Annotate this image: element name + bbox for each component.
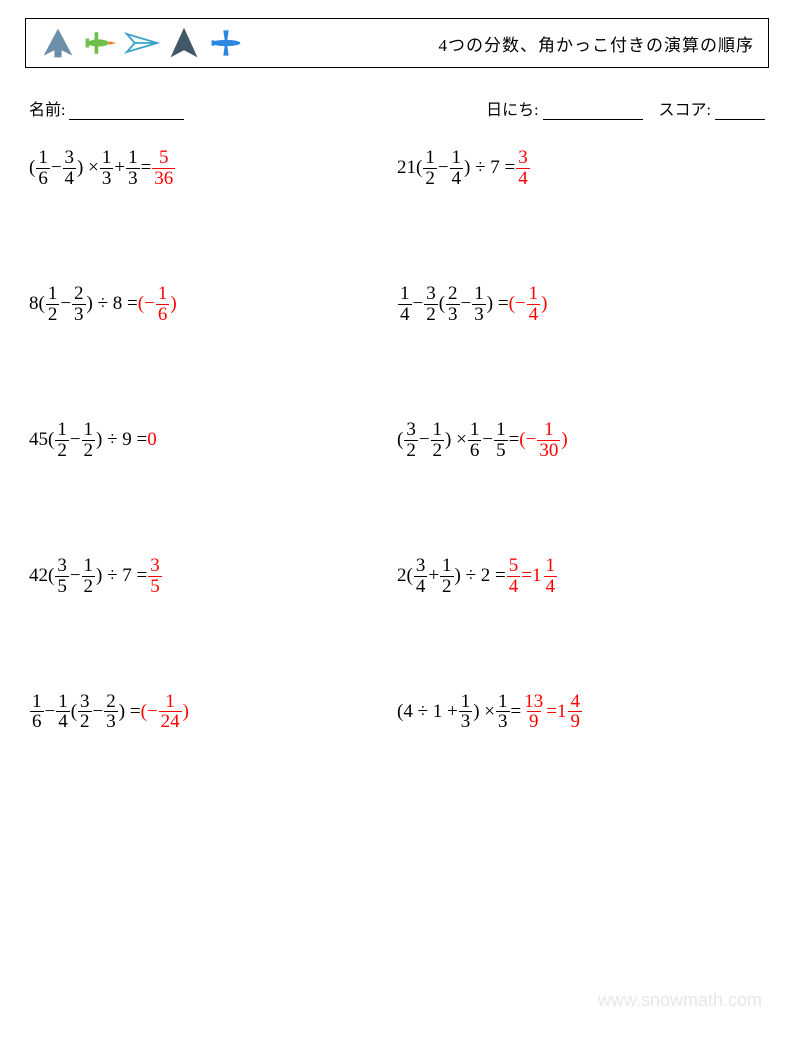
- problem-2: 21(12 − 14) ÷ 7 = 34: [397, 148, 765, 189]
- problem-7: 42(35 − 12) ÷ 7 = 35: [29, 556, 397, 597]
- problem-4: 14 − 32(23 − 13) = (−14): [397, 284, 765, 325]
- date-score-group: 日にち: スコア:: [486, 96, 765, 120]
- plane-icons: [40, 25, 244, 61]
- plane-icon-5: [208, 25, 244, 61]
- plane-icon-2: [82, 25, 118, 61]
- problem-10: (4 ÷ 1 + 13) × 13 = 139 = 149: [397, 692, 765, 733]
- worksheet-header: 4つの分数、角かっこ付きの演算の順序: [25, 18, 769, 68]
- problem-9: 16 − 14(32 − 23) = (−124): [29, 692, 397, 733]
- problem-6: (32 − 12) × 16 − 15 = (−130): [397, 420, 765, 461]
- problem-3: 8(12 − 23) ÷ 8 = (−16): [29, 284, 397, 325]
- watermark: www.snowmath.com: [598, 990, 762, 1011]
- name-blank[interactable]: [69, 106, 184, 120]
- problem-5: 45(12 − 12) ÷ 9 = 0: [29, 420, 397, 461]
- score-label: スコア:: [659, 102, 711, 119]
- date-label: 日にち:: [486, 102, 538, 119]
- name-field: 名前:: [29, 96, 184, 120]
- problem-1: (16 − 34) × 13 + 13 = 536: [29, 148, 397, 189]
- name-label: 名前:: [29, 102, 65, 119]
- plane-icon-4: [166, 25, 202, 61]
- meta-row: 名前: 日にち: スコア:: [25, 96, 769, 120]
- score-blank[interactable]: [715, 106, 765, 120]
- problems-grid: (16 − 34) × 13 + 13 = 53621(12 − 14) ÷ 7…: [25, 148, 769, 732]
- worksheet-title: 4つの分数、角かっこ付きの演算の順序: [439, 31, 755, 56]
- problem-8: 2(34 + 12) ÷ 2 = 54 = 114: [397, 556, 765, 597]
- plane-icon-1: [40, 25, 76, 61]
- plane-icon-3: [124, 25, 160, 61]
- date-blank[interactable]: [543, 106, 643, 120]
